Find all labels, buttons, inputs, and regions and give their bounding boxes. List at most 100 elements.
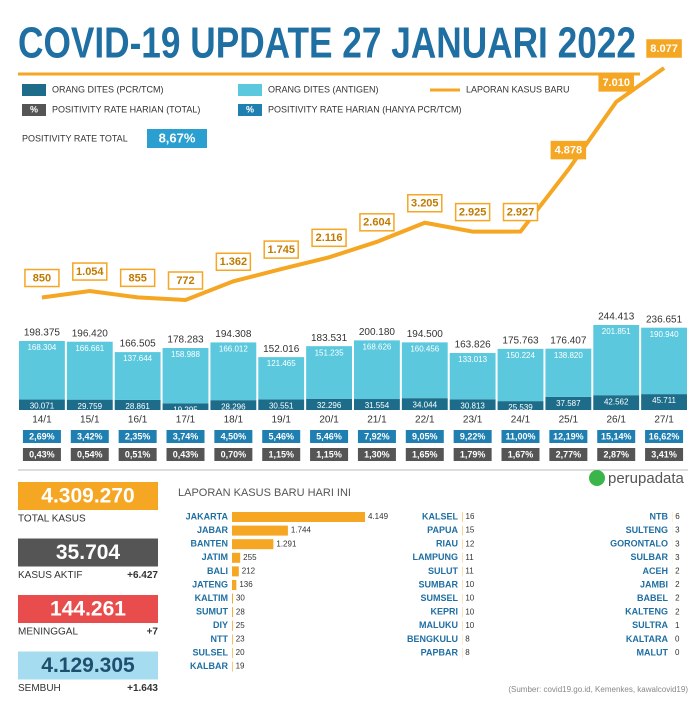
hbar — [232, 607, 233, 617]
positivity-label: 9,22% — [460, 431, 486, 441]
bar-value-label: 37.587 — [556, 399, 581, 408]
hbar — [232, 526, 288, 536]
hbar-value-label: 16 — [466, 512, 475, 521]
x-tick-label: 18/1 — [224, 415, 244, 426]
line-value-label: 2.927 — [507, 206, 535, 218]
hbar-value-label: 10 — [465, 580, 474, 589]
hbar-value-label: 19 — [236, 662, 245, 671]
positivity-label: 11,00% — [505, 431, 535, 441]
positivity-label: 0,70% — [221, 449, 247, 459]
line-value-label: 2.604 — [363, 217, 391, 229]
hbar-label: PAPUA — [427, 525, 458, 535]
positivity-label: 1,67% — [508, 449, 534, 459]
hbar-label: SULTENG — [626, 525, 668, 535]
hbar-value-label: 0 — [675, 648, 680, 657]
x-tick-label: 16/1 — [128, 415, 148, 426]
bar-value-label: 190.940 — [650, 330, 679, 339]
hbar-value-label: 11 — [465, 553, 474, 562]
total-label: 200.180 — [359, 327, 396, 338]
hbar-label: MALUKU — [419, 620, 458, 630]
legend-label: POSITIVITY RATE HARIAN (TOTAL) — [52, 104, 200, 114]
line-value-label: 1.054 — [76, 266, 104, 278]
total-label: 178.283 — [167, 335, 204, 346]
hbar-value-label: 8 — [465, 648, 470, 657]
positivity-label: 2,87% — [603, 449, 629, 459]
bar-value-label: 34.044 — [413, 400, 438, 409]
hbar-value-label: 2 — [675, 607, 680, 616]
hbar-label: SULUT — [428, 566, 458, 576]
positivity-label: 0,43% — [29, 449, 55, 459]
hbar — [232, 594, 233, 604]
bar-value-label: 201.851 — [602, 327, 631, 336]
hbar-label: JATENG — [192, 579, 228, 589]
x-tick-label: 17/1 — [176, 415, 196, 426]
hbar — [232, 553, 240, 563]
legend-swatch — [22, 84, 46, 96]
hbar-title: LAPORAN KASUS BARU HARI INI — [178, 487, 351, 499]
total-label: 183.531 — [311, 333, 348, 344]
hbar — [232, 621, 233, 631]
x-tick-label: 19/1 — [271, 415, 291, 426]
hbar-value-label: 10 — [465, 621, 474, 630]
positivity-label: 4,50% — [221, 431, 247, 441]
bar-value-label: 42.562 — [604, 397, 629, 406]
hbar-value-label: 23 — [236, 635, 245, 644]
line-value-label: 4.878 — [555, 145, 583, 157]
legend-symbol: % — [30, 104, 38, 114]
hbar-value-label: 11 — [465, 567, 474, 576]
line-value-label: 2.925 — [459, 207, 487, 219]
x-tick-label: 23/1 — [463, 415, 483, 426]
summary-label: TOTAL KASUS — [18, 514, 86, 525]
hbar-value-label: 1 — [675, 621, 680, 630]
x-tick-label: 21/1 — [367, 415, 387, 426]
x-tick-label: 22/1 — [415, 415, 435, 426]
hbar — [462, 512, 463, 522]
hbar-label: SUMSEL — [420, 593, 458, 603]
bar-value-label: 160.456 — [410, 344, 439, 353]
total-label: 163.826 — [455, 340, 492, 351]
hbar-label: SUMUT — [196, 607, 228, 617]
positivity-label: 2,35% — [125, 431, 151, 441]
positivity-label: 3,41% — [651, 449, 677, 459]
hbar-label: MALUT — [637, 647, 669, 657]
x-tick-label: 27/1 — [654, 415, 674, 426]
hbar-label: RIAU — [436, 539, 458, 549]
positivity-label: 2,77% — [556, 449, 582, 459]
bar-value-label: 138.820 — [554, 351, 583, 360]
positivity-label: 1,15% — [316, 449, 342, 459]
hbar-value-label: 2 — [675, 594, 680, 603]
hbar-value-label: 255 — [243, 553, 257, 562]
positivity-label: 0,54% — [77, 449, 103, 459]
bar-value-label: 150.224 — [506, 351, 535, 360]
hbar-label: KALSEL — [422, 511, 459, 521]
hbar-label: SULBAR — [631, 552, 669, 562]
line-value-label: 1.362 — [220, 256, 248, 268]
bar-value-label: 30.813 — [460, 401, 485, 410]
hbar-label: JAKARTA — [186, 511, 229, 521]
line-value-label: 3.205 — [411, 198, 439, 210]
hbar-value-label: 1.744 — [291, 526, 312, 535]
x-tick-label: 24/1 — [511, 415, 531, 426]
total-label: 236.651 — [646, 314, 683, 325]
hbar-value-label: 3 — [675, 539, 680, 548]
bar-value-label: 168.304 — [27, 343, 56, 352]
total-label: 244.413 — [598, 312, 635, 323]
hbar — [232, 580, 236, 590]
total-label: 176.407 — [550, 335, 587, 346]
hbar-value-label: 212 — [242, 567, 256, 576]
hbar-value-label: 20 — [236, 648, 245, 657]
bar-value-label: 28.296 — [221, 402, 246, 411]
total-label: 198.375 — [24, 328, 61, 339]
bar-value-label: 133.013 — [458, 355, 487, 364]
bar-value-label: 30.071 — [30, 402, 55, 411]
hbar-value-label: 25 — [236, 621, 245, 630]
hbar-value-label: 1.291 — [276, 539, 297, 548]
bar-value-label: 25.539 — [508, 403, 533, 412]
summary-label: SEMBUH — [18, 683, 61, 694]
hbar — [232, 539, 273, 549]
summary-change: +6.427 — [127, 570, 158, 581]
line-value-label: 2.116 — [316, 232, 343, 244]
hbar — [232, 662, 233, 672]
bar-value-label: 166.012 — [219, 345, 248, 354]
